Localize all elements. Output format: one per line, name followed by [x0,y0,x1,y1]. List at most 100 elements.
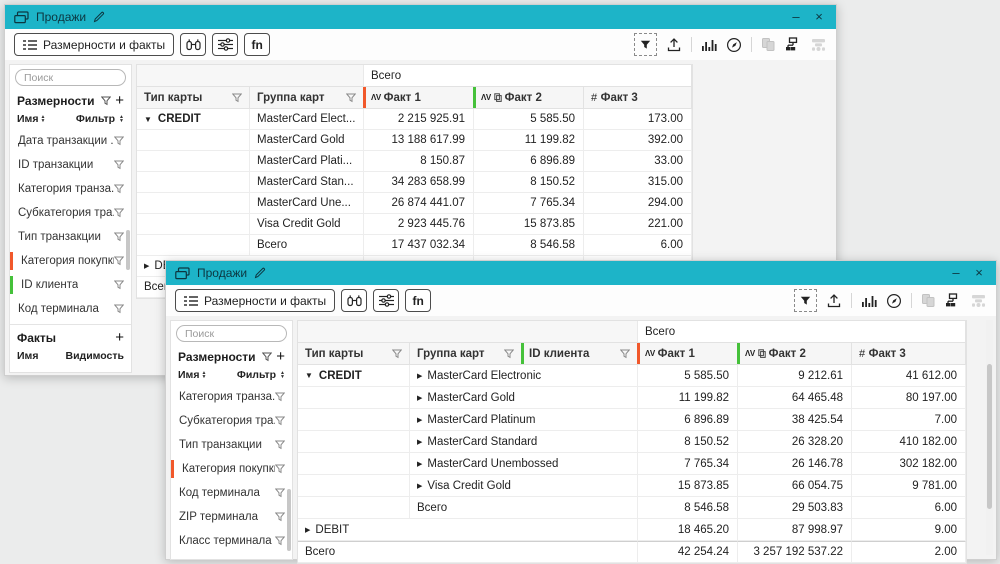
titlebar[interactable]: Продажи – × [5,5,836,29]
bar-chart-icon[interactable] [701,38,717,52]
bar-chart-icon[interactable] [861,294,877,308]
collapse-arrow-icon[interactable]: ▼ [144,114,152,124]
search-data-button[interactable] [180,33,207,56]
column-header-client-id[interactable]: ID клиента [521,343,638,365]
expand-arrow-icon[interactable]: ▶ [417,460,423,468]
filter-icon[interactable] [114,304,124,314]
add-dimension-button[interactable]: + [115,92,124,109]
filter-frame-icon[interactable] [634,33,657,56]
dimension-item[interactable]: Тип транзакции [171,433,292,457]
dimension-item[interactable]: Код терминала [171,481,292,505]
dimension-item[interactable]: Категория покупки [10,249,131,273]
row-label-cell[interactable]: ▶ Visa Credit Gold [410,475,638,497]
dimension-item[interactable]: Категория транза... [171,385,292,409]
expand-arrow-icon[interactable]: ▶ [417,482,423,490]
filter-icon[interactable] [392,349,402,359]
column-header-fact2[interactable]: ΛV Факт 2 [737,343,852,365]
filter-icon[interactable] [114,280,124,290]
column-header-fact3[interactable]: # Факт 3 [852,343,966,365]
dimension-item[interactable]: ZIP терминала [171,505,292,529]
close-button[interactable]: × [975,265,983,280]
dimension-item[interactable]: Дата транзакции ... [10,129,131,153]
sort-icon[interactable]: ▲ ▼ [201,370,207,380]
dimension-item[interactable]: Код терминала [10,297,131,321]
edit-title-icon[interactable] [254,267,266,279]
sort-icon[interactable]: ▲ ▼ [280,370,285,380]
filter-sort-label[interactable]: Фильтр [75,113,116,125]
filter-icon[interactable] [504,349,514,359]
add-dimension-button[interactable]: + [276,348,285,365]
row-label-cell[interactable]: ▶ MasterCard Electronic [410,365,638,387]
formula-button[interactable]: fn [244,33,271,56]
filter-frame-icon[interactable] [794,289,817,312]
facts-name-label[interactable]: Имя [17,350,39,362]
expand-arrow-icon[interactable]: ▶ [417,438,423,446]
sidebar-scrollbar-thumb[interactable] [287,489,291,551]
filter-icon[interactable] [275,488,285,498]
name-sort-label[interactable]: Имя [17,113,39,125]
dimensions-facts-button[interactable]: Размерности и факты [175,289,336,312]
column-header-fact1[interactable]: ΛV Факт 1 [363,87,474,109]
dimension-item[interactable]: Субкатегория тра... [10,201,131,225]
row-label-cell[interactable]: ▶ MasterCard Platinum [410,409,638,431]
edit-title-icon[interactable] [93,11,105,23]
column-header-card-group[interactable]: Группа карт [250,87,364,109]
filter-sort-label[interactable]: Фильтр [236,369,277,381]
dimensions-facts-button[interactable]: Размерности и факты [14,33,175,56]
filter-icon[interactable] [275,512,285,522]
filter-icon[interactable] [114,160,124,170]
facts-visibility-label[interactable]: Видимость [65,350,125,362]
row-label-cell[interactable]: Всего [298,541,638,563]
dimension-item[interactable]: Категория транза... [10,177,131,201]
dimensions-filter-icon[interactable] [100,96,111,106]
group-cell[interactable]: ▼ CREDIT [298,365,410,387]
minimize-button[interactable]: – [792,9,800,24]
expand-arrow-icon[interactable]: ▶ [305,526,311,534]
row-label-cell[interactable]: ▶ MasterCard Gold [410,387,638,409]
hierarchy-icon[interactable] [785,37,801,52]
search-input[interactable] [15,69,126,86]
sort-icon[interactable]: ▲ ▼ [119,114,124,124]
dimension-item[interactable]: Класс терминала [171,529,292,553]
collapse-arrow-icon[interactable]: ▼ [305,371,313,380]
column-header-fact1[interactable]: ΛV Факт 1 [637,343,738,365]
filter-icon[interactable] [232,93,242,103]
expand-arrow-icon[interactable]: ▶ [144,263,150,270]
dimension-item[interactable]: Категория покупки [171,457,292,481]
filter-icon[interactable] [114,136,124,146]
gauge-icon[interactable] [886,293,902,309]
filter-icon[interactable] [114,232,124,242]
group-cell[interactable]: ▼ CREDIT [137,109,250,130]
gauge-icon[interactable] [726,37,742,53]
minimize-button[interactable]: – [952,265,960,280]
table-scrollbar-thumb[interactable] [987,364,992,509]
sort-icon[interactable]: ▲ ▼ [40,114,46,124]
close-button[interactable]: × [815,9,823,24]
filter-icon[interactable] [275,392,285,402]
add-fact-button[interactable]: + [115,329,124,346]
name-sort-label[interactable]: Имя [178,369,200,381]
dimension-item[interactable]: Тип транзакции [10,225,131,249]
export-icon[interactable] [826,293,842,309]
column-header-card-type[interactable]: Тип карты [137,87,250,109]
settings-button[interactable] [212,33,239,56]
row-label-cell[interactable]: ▶ MasterCard Unembossed [410,453,638,475]
settings-button[interactable] [373,289,400,312]
row-label-cell[interactable]: MasterCard Elect... [250,109,364,130]
filter-icon[interactable] [346,93,356,103]
column-header-card-group[interactable]: Группа карт [410,343,522,365]
search-input[interactable] [176,325,287,342]
expand-arrow-icon[interactable]: ▶ [417,372,423,380]
filter-icon[interactable] [275,416,285,426]
dimensions-filter-icon[interactable] [261,352,272,362]
filter-icon[interactable] [620,349,630,359]
row-label-cell[interactable]: Visa Credit Gold [250,214,364,235]
search-data-button[interactable] [341,289,368,312]
titlebar[interactable]: Продажи – × [166,261,996,285]
filter-icon[interactable] [275,536,285,546]
formula-button[interactable]: fn [405,289,432,312]
row-label-cell[interactable]: ▶ DEBIT [298,519,638,541]
row-label-cell[interactable]: Всего [250,235,364,256]
row-label-cell[interactable]: MasterCard Plati... [250,151,364,172]
filter-icon[interactable] [114,208,124,218]
